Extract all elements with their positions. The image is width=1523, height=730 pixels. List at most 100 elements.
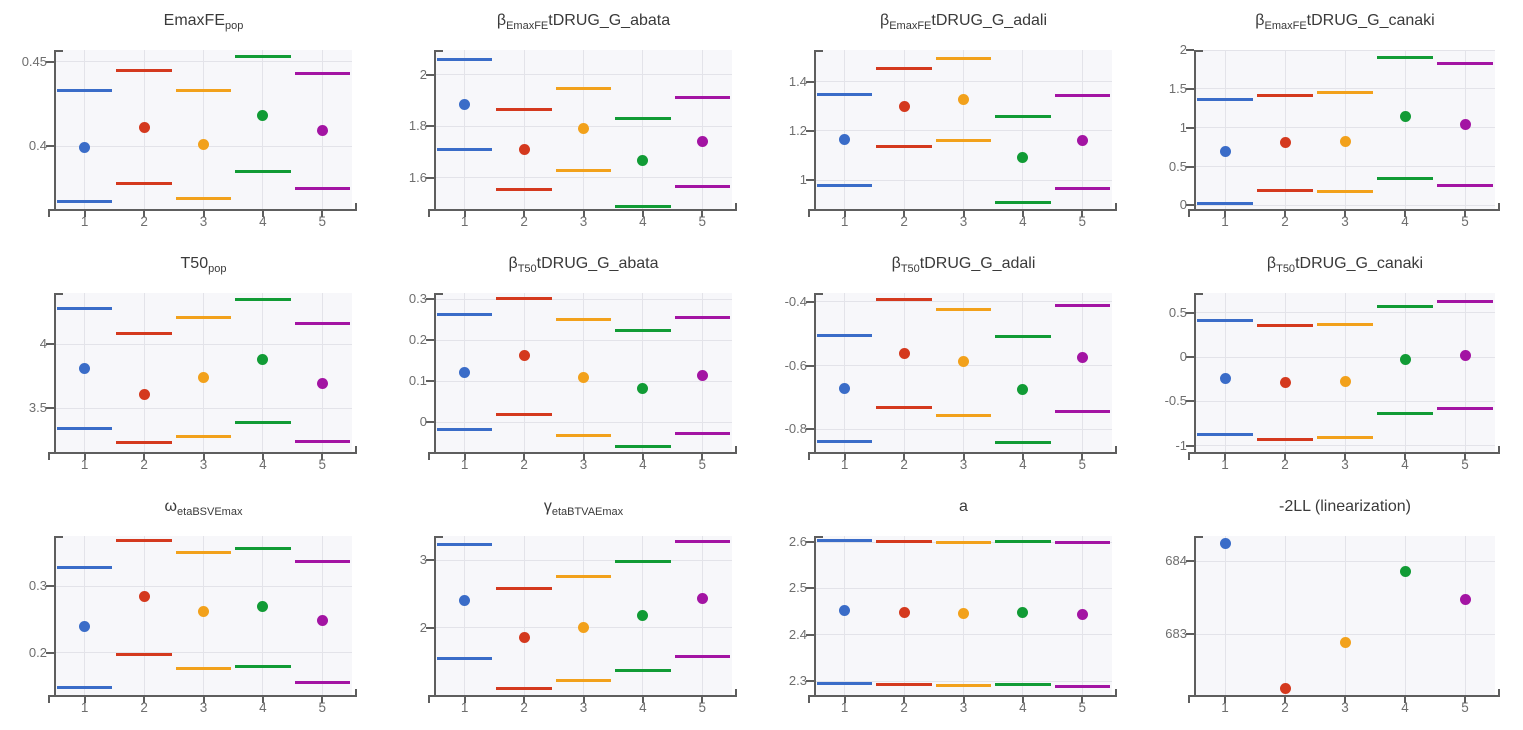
x-axis-tick [1404,211,1406,217]
x-axis-tick [202,697,205,703]
x-tick-label: 4 [1019,457,1027,472]
ci-bar-lower [1377,412,1433,416]
gridline-vertical [1404,293,1406,453]
subplot-title: T50pop [55,255,352,275]
ci-bar-upper [615,116,671,120]
data-point [138,388,150,400]
subplot-beta_T50_tDRUG_G_canaki: βT50tDRUG_G_canaki -1 -0.5 0 0.5 1 2 3 4 5 [1140,243,1523,486]
data-point [1279,377,1291,389]
x-axis-tick [202,211,205,217]
data-point [696,593,708,605]
ci-bar-lower [57,200,113,204]
y-axis-tick [1186,126,1194,129]
y-tick-label: 0.2 [408,332,427,348]
y-axis-labels: 0.4 0.45 [0,50,47,210]
ci-bar-lower [555,168,612,172]
ci-bar-upper [1317,322,1373,326]
data-point [1399,354,1411,366]
y-axis-labels: 2.3 2.4 2.5 2.6 [760,534,807,696]
ci-bar-upper [496,297,552,301]
ci-bar-upper [116,332,172,336]
data-point [198,138,209,150]
ci-bar-upper [935,540,992,544]
ci-bar-lower [175,196,232,200]
ci-bar-lower [294,680,350,684]
y-tick-label: 0.3 [28,578,47,593]
gridline-vertical [262,293,264,453]
y-axis-line [434,536,436,697]
x-axis-tick [701,454,704,460]
subplot-minus2LL_linearization: -2LL (linearization) 683 684 1 2 3 4 5 [1140,486,1523,730]
ci-bar-upper [1317,91,1373,95]
gridline-vertical [1284,536,1286,696]
x-axis-tick [1081,697,1084,703]
x-axis-tick [1081,211,1084,217]
y-tick-label: 3.5 [28,400,47,416]
y-axis-end-cap [1194,293,1203,295]
ci-bar-upper [437,542,493,546]
ci-bar-lower [175,667,232,671]
x-axis-start-tick [808,697,810,703]
data-point [578,622,589,634]
x-axis-end-cap [355,689,357,697]
y-axis-line [814,536,816,697]
data-point [316,378,328,390]
data-point [1459,593,1471,605]
y-axis-labels: 0 0.5 1 1.5 2 [1140,42,1187,212]
plot-area [426,536,737,703]
gridline-horizontal [1195,633,1495,635]
title-subscript: T50 [900,263,920,276]
x-axis-tick [701,211,704,217]
data-point [578,123,589,135]
y-axis-end-cap [814,50,823,52]
y-axis-line [434,293,436,454]
gridline-vertical [1344,536,1346,696]
ci-bar-lower [876,406,932,409]
y-axis-tick [806,129,814,132]
ci-bar-lower [437,656,493,660]
ci-bar-lower [935,683,992,687]
title-text: tDRUG_G_canaki [1306,12,1435,29]
plot-area [46,50,357,217]
gridline-vertical [84,536,86,696]
ci-bar-upper [175,551,232,555]
ci-bar-lower [116,441,172,445]
title-subscript: EmaxFE [889,20,932,33]
gridline-horizontal [55,407,352,409]
data-point [1017,152,1029,164]
y-axis-tick [426,559,434,562]
x-tick-label: 3 [199,214,208,229]
title-text: EmaxFE [163,12,225,29]
gridline-vertical [701,50,703,210]
x-tick-label: 1 [460,457,469,472]
x-axis-tick [463,454,466,460]
y-tick-label: 1.6 [408,169,427,185]
y-tick-label: 1.8 [408,118,427,134]
title-text: -2LL (linearization) [1279,498,1411,515]
ci-bar-lower [876,682,932,686]
y-axis-tick [46,585,54,587]
x-axis-end-cap [735,689,737,697]
data-point [316,615,328,627]
y-axis-labels: 1 1.2 1.4 [760,50,807,210]
y-axis-end-cap [54,536,63,538]
gridline-vertical [1081,293,1083,453]
x-axis-line [48,209,357,211]
x-axis-start-tick [428,454,430,460]
data-point [459,98,471,110]
ci-bar-lower [1197,432,1253,436]
ci-bar-lower [995,201,1051,205]
title-subscript: etaBTVAEmax [551,506,624,519]
x-tick-label: 1 [840,214,849,229]
gridline-horizontal [435,298,732,300]
title-text: a [959,498,968,515]
x-axis-labels: 1 2 3 4 5 [435,457,732,477]
title-text: tDRUG_G_abata [536,255,659,272]
ci-bar-upper [1054,94,1110,98]
ci-bar-upper [294,559,350,563]
gridline-horizontal [1195,560,1495,562]
plot-area [806,536,1117,703]
y-tick-label: 0.1 [408,373,427,389]
ci-bar-lower [615,204,671,208]
gridline-vertical [642,293,644,453]
